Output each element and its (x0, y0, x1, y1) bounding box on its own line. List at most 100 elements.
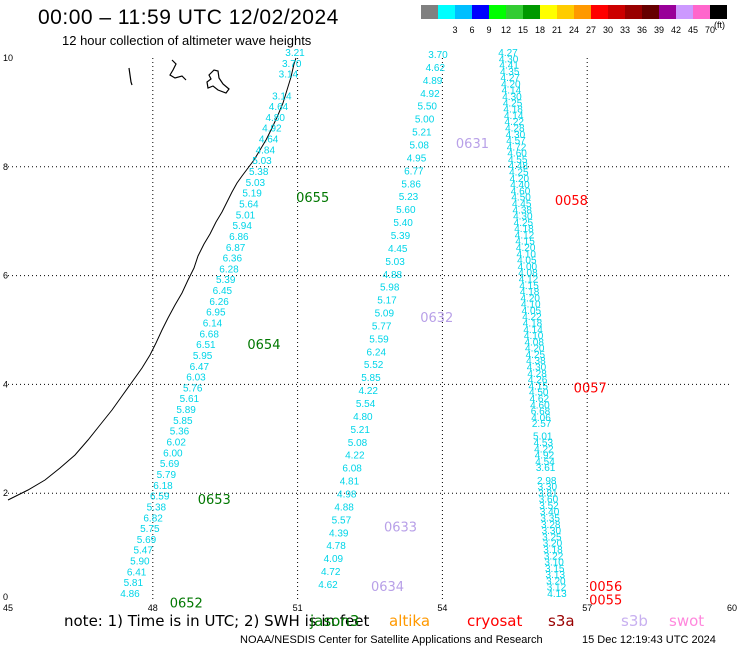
wave-height-label: 4.08 (518, 268, 538, 279)
wave-height-label: 4.62 (530, 394, 550, 405)
wave-height-label: 4.18 (503, 105, 523, 116)
wave-height-label: 6.03 (186, 373, 206, 384)
wave-height-label: 4.10 (521, 300, 541, 311)
wave-height-label: 4.50 (511, 193, 531, 204)
legend-swatch (472, 5, 489, 19)
wave-height-label: 5.40 (393, 218, 413, 229)
wave-height-label: 3.61 (536, 463, 556, 474)
wave-height-label: 3.40 (540, 507, 560, 518)
wave-height-label: 5.38 (249, 167, 269, 178)
wave-height-label: 5.23 (399, 192, 419, 203)
credit-line: NOAA/NESDIS Center for Satellite Applica… (240, 634, 543, 646)
wave-height-label: 3.25 (542, 532, 562, 543)
legend-unit: (ft) (714, 20, 725, 30)
legend-tick-label: 30 (602, 25, 613, 35)
wave-height-label: 5.17 (377, 296, 397, 307)
wave-height-label: 5.01 (533, 432, 553, 443)
wave-height-label: 4.88 (334, 502, 354, 513)
wave-height-label: 4.62 (318, 580, 338, 591)
lon-tick-label: 45 (3, 603, 13, 613)
wave-height-label: 5.21 (350, 425, 370, 436)
wave-height-label: 4.60 (530, 400, 550, 411)
wave-height-label: 5.81 (124, 578, 144, 589)
wave-height-label: 3.81 (538, 488, 558, 499)
wave-height-label: 4.60 (507, 149, 527, 160)
legend-tick-label: 6 (469, 25, 475, 35)
wave-height-label: 4.38 (526, 356, 546, 367)
wave-height-label: 4.20 (501, 79, 521, 90)
lon-tick-label: 51 (293, 603, 303, 613)
wave-height-label: 6.18 (153, 481, 173, 492)
lon-tick-label: 60 (727, 603, 737, 613)
wave-height-label: 4.27 (498, 48, 518, 59)
island-outline (206, 69, 230, 94)
pass-time-label: 0634 (371, 580, 404, 595)
wave-height-label: 2.57 (532, 419, 552, 430)
wave-height-label: 3.13 (546, 570, 566, 581)
wave-height-label: 5.76 (183, 383, 203, 394)
wave-height-label: 4.62 (426, 63, 446, 74)
legend-swatch (557, 5, 574, 19)
wave-height-label: 4.86 (120, 589, 140, 600)
legend-tick-label: 27 (585, 25, 596, 35)
pass-time-label: 0057 (574, 382, 607, 397)
wave-height-label: 4.88 (383, 270, 403, 281)
wave-height-label: 5.57 (332, 515, 352, 526)
wave-height-label: 4.57 (506, 136, 526, 147)
satellite-name: s3a (548, 612, 575, 630)
wave-height-label: 4.20 (516, 243, 536, 254)
wave-height-label: 4.80 (353, 412, 373, 423)
wave-height-label: 5.03 (246, 178, 266, 189)
wave-height-label: 4.25 (509, 168, 529, 179)
wave-height-label: 4.10 (524, 331, 544, 342)
wave-height-label: 6.08 (342, 464, 362, 475)
wave-height-label: 3.18 (543, 545, 563, 556)
wave-height-label: 4.12 (515, 230, 535, 241)
wave-height-label: 4.22 (505, 117, 525, 128)
satellite-name: jason3 (310, 612, 360, 630)
wave-height-label: 5.69 (137, 535, 157, 546)
legend-tick-label: 9 (486, 25, 492, 35)
legend-swatch (608, 5, 625, 19)
lat-tick-label: 4 (3, 379, 8, 389)
wave-height-label: 4.38 (513, 205, 533, 216)
wave-height-label: 6.41 (127, 567, 147, 578)
island-outline (169, 59, 187, 81)
wave-height-label: 4.41 (499, 61, 519, 72)
legend-tick-label: 18 (534, 25, 545, 35)
wave-height-label: 4.53 (534, 438, 554, 449)
coastline (7, 57, 297, 501)
pass-time-label: 0654 (247, 338, 280, 353)
legend-tick-label: 15 (517, 25, 528, 35)
legend-swatch (438, 5, 455, 19)
wave-height-label: 5.64 (239, 199, 259, 210)
wave-height-label: 6.68 (531, 407, 551, 418)
wave-height-label: 4.45 (512, 199, 532, 210)
wave-height-label: 4.28 (505, 123, 525, 134)
wave-height-label: 3.35 (540, 514, 560, 525)
legend-swatch (676, 5, 693, 19)
pass-time-label: 0055 (589, 594, 622, 609)
wave-height-label: 3.20 (546, 576, 566, 587)
wave-height-label: 2.98 (537, 476, 557, 487)
wave-height-label: 5.36 (170, 427, 190, 438)
footer-note: note: 1) Time is in UTC; 2) SWH is in fe… (64, 612, 370, 630)
wave-height-label: 5.61 (180, 394, 200, 405)
generation-timestamp: 15 Dec 12:19:43 UTC 2024 (582, 634, 716, 646)
legend-tick-label: 39 (653, 25, 664, 35)
wave-height-label: 6.02 (166, 438, 186, 449)
lat-tick-label: 6 (3, 271, 8, 281)
wave-height-label: 4.98 (337, 490, 357, 501)
lon-tick-label: 48 (148, 603, 158, 613)
wave-height-label: 4.92 (420, 89, 440, 100)
wave-height-label: 4.22 (345, 451, 365, 462)
wave-height-label: 4.89 (423, 76, 443, 87)
legend-swatch (710, 5, 727, 19)
wave-height-label: 4.92 (535, 451, 555, 462)
legend-swatch (489, 5, 506, 19)
wave-height-label: 5.47 (133, 546, 153, 557)
wave-height-label: 4.14 (502, 86, 522, 97)
wave-height-label: 4.26 (528, 375, 548, 386)
legend-tick-label: 33 (619, 25, 630, 35)
wave-height-label: 4.15 (519, 281, 539, 292)
